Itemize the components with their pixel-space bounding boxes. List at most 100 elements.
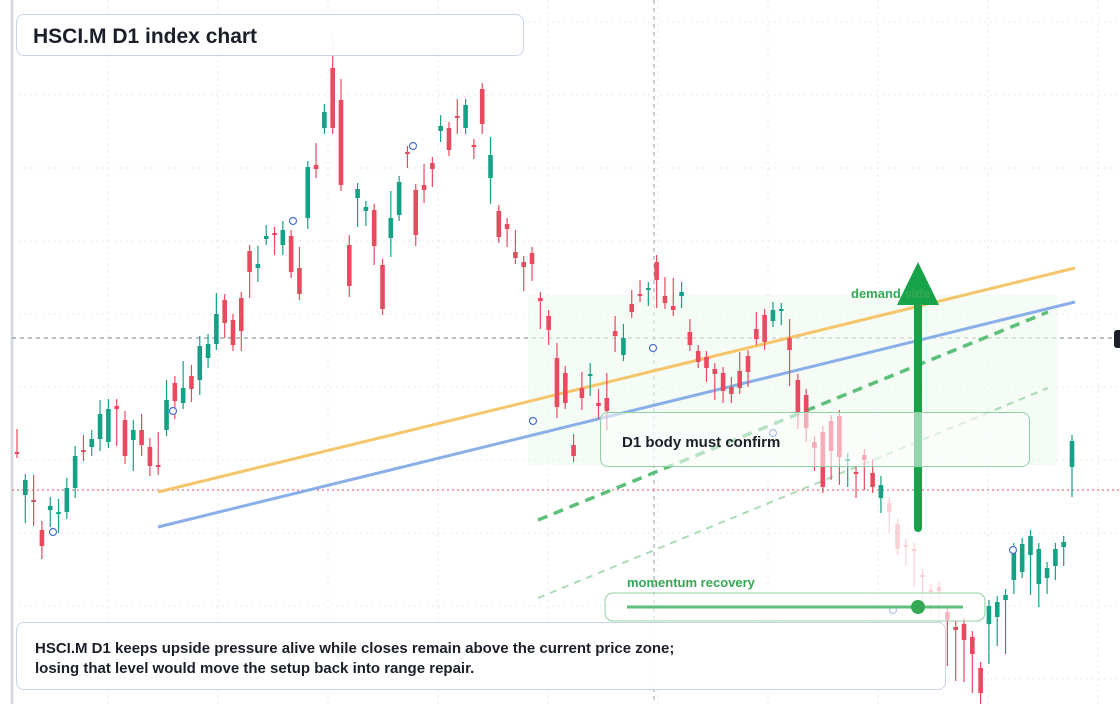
candle <box>355 183 360 227</box>
candle <box>238 292 244 351</box>
candle-body <box>189 376 194 389</box>
candle <box>288 230 294 278</box>
candle-body <box>538 298 543 301</box>
candle-body <box>986 606 992 624</box>
candle <box>903 539 909 566</box>
candle <box>388 191 394 257</box>
candle <box>430 157 435 187</box>
candle <box>629 290 635 318</box>
candle-body <box>122 420 128 456</box>
candle <box>438 115 443 142</box>
title-box: HSCI.M D1 index chart <box>16 14 524 56</box>
candle-body <box>47 506 53 510</box>
candle <box>305 161 311 229</box>
candle-body <box>238 298 244 331</box>
candle <box>562 366 568 409</box>
candle <box>504 218 510 247</box>
candle-body <box>97 414 103 439</box>
candle-body <box>662 296 668 303</box>
candle <box>778 303 784 325</box>
candle-body <box>1053 549 1058 566</box>
candle-body <box>446 128 452 150</box>
candle <box>72 446 78 498</box>
candle-body <box>1036 549 1042 584</box>
candle-body <box>994 602 1000 617</box>
candle-body <box>886 503 892 512</box>
candle <box>346 235 352 297</box>
candle-body <box>961 624 967 640</box>
candle <box>89 430 95 456</box>
candle-body <box>31 500 36 502</box>
confirm-text: D1 body must confirm <box>622 434 781 451</box>
candle-body <box>936 587 942 591</box>
candle-body <box>214 314 219 344</box>
candle-body <box>272 233 277 235</box>
candle <box>496 205 502 243</box>
candle-body <box>305 167 311 218</box>
candle <box>1069 435 1075 497</box>
candle-body <box>911 549 917 551</box>
note-line-1: HSCI.M D1 keeps upside pressure alive wh… <box>35 640 675 657</box>
candle <box>189 365 194 402</box>
momentum-recovery-label: momentum recovery <box>627 575 755 590</box>
candle-body <box>438 126 443 131</box>
candle-body <box>895 524 900 549</box>
candle-body <box>346 245 352 286</box>
candle <box>579 372 585 410</box>
candle-body <box>164 400 169 430</box>
candle <box>612 316 618 352</box>
candle-body <box>1061 542 1066 547</box>
candle-body <box>928 590 934 592</box>
candle-body <box>413 190 419 235</box>
candle <box>587 363 593 396</box>
candle-body <box>380 265 385 309</box>
candle <box>81 435 86 461</box>
candle-body <box>81 450 86 452</box>
candle-body <box>288 236 294 272</box>
candle-body <box>587 374 593 376</box>
candle <box>371 204 377 265</box>
candle <box>214 293 219 350</box>
candle-body <box>197 346 203 380</box>
candle-body <box>554 358 560 407</box>
candle-body <box>629 304 635 312</box>
candle-body <box>687 332 693 345</box>
candle-body <box>255 264 261 268</box>
confirm-callout: D1 body must confirm <box>600 412 1030 467</box>
candle-body <box>853 472 859 474</box>
candle <box>521 256 527 291</box>
candle <box>297 247 302 300</box>
candle <box>662 277 668 309</box>
candle-body <box>330 68 335 128</box>
candle-body <box>920 575 925 577</box>
candle-body <box>89 439 95 447</box>
candle <box>1044 562 1050 594</box>
candle <box>488 137 493 204</box>
candle-body <box>903 545 909 547</box>
candle <box>986 600 992 664</box>
candle-body <box>679 292 684 296</box>
candle <box>762 309 767 350</box>
candle <box>222 294 227 338</box>
candle <box>139 414 144 456</box>
candle-body <box>222 300 227 323</box>
candle-body <box>471 145 477 147</box>
candle <box>247 245 252 298</box>
demand-side-label: demand side <box>851 286 931 301</box>
candle <box>405 146 410 168</box>
candle <box>529 247 535 281</box>
candle-body <box>496 211 502 237</box>
candle <box>878 476 884 513</box>
candle <box>413 184 419 246</box>
candle-body <box>695 351 701 362</box>
candle <box>687 319 693 351</box>
candle-body <box>247 251 252 272</box>
candle-body <box>795 380 801 413</box>
candle <box>729 377 734 403</box>
candle-body <box>463 105 468 128</box>
candle <box>670 278 676 316</box>
candle <box>994 596 1000 646</box>
candle-body <box>454 116 460 118</box>
candle <box>513 230 518 264</box>
candle-body <box>646 288 651 290</box>
